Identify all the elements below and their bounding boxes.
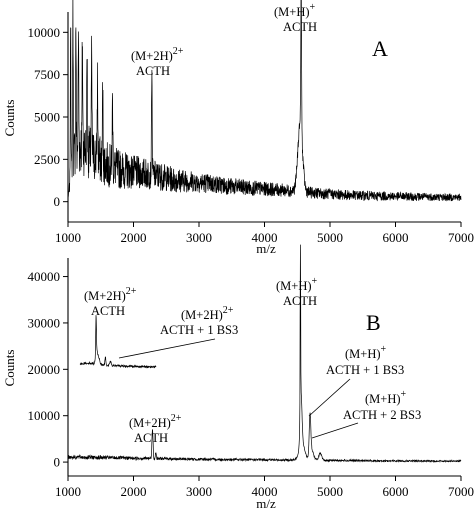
- panel-a: 0 2500 5000 7500 10000 1000 2000 3000 4000 5000 6…: [2, 0, 474, 256]
- svg-text:ACTH + 1 BS3: ACTH + 1 BS3: [160, 323, 238, 337]
- x-tick-label: 1000: [55, 230, 81, 245]
- x-tick-label: 4000: [252, 484, 278, 499]
- y-tick-label: 5000: [34, 110, 60, 125]
- leader-inset-bs3: [118, 338, 216, 359]
- annotation-a-m2h: (M+2H)2+ ACTH: [131, 46, 184, 78]
- annotation-b-mh-bs3: (M+H)+ ACTH + 1 BS3: [326, 344, 404, 377]
- leader-mh-2bs3: [311, 422, 359, 439]
- x-tick-label: 6000: [383, 230, 409, 245]
- panel-a-y-label: Counts: [2, 100, 17, 137]
- x-tick-label: 4000: [252, 230, 278, 245]
- svg-text:ACTH: ACTH: [283, 294, 317, 308]
- panel-b-inset-trace: [79, 315, 157, 369]
- panel-b: 0 10000 20000 30000 40000 1000 2000 3000 4000 50…: [2, 244, 474, 511]
- leader-mh-bs3: [308, 378, 351, 417]
- panel-a-x-label: m/z: [256, 241, 276, 256]
- x-tick-label: 2000: [121, 484, 147, 499]
- svg-text:(M+2H)2+: (M+2H)2+: [131, 46, 184, 63]
- svg-text:ACTH: ACTH: [283, 20, 317, 34]
- x-tick-label: 5000: [317, 230, 343, 245]
- y-tick-label: 10000: [28, 408, 61, 423]
- y-tick-label: 10000: [28, 25, 61, 40]
- annotation-b-inset-m2h: (M+2H)2+ ACTH: [84, 286, 137, 318]
- svg-text:(M+H)+: (M+H)+: [345, 344, 387, 361]
- x-tick-label: 5000: [317, 484, 343, 499]
- y-tick-label: 0: [54, 455, 61, 470]
- svg-text:ACTH: ACTH: [134, 431, 168, 445]
- annotation-b-mh-2bs3: (M+H)+ ACTH + 2 BS3: [343, 389, 421, 422]
- x-tick-label: 1000: [55, 484, 81, 499]
- panel-b-y-ticks: 0 10000 20000 30000 40000: [28, 269, 68, 470]
- panel-b-x-ticks: 1000 2000 3000 4000 5000 6000 7000: [55, 476, 474, 499]
- y-tick-label: 2500: [34, 152, 60, 167]
- panel-a-letter: A: [372, 36, 388, 61]
- svg-text:ACTH + 2 BS3: ACTH + 2 BS3: [343, 408, 421, 422]
- y-tick-label: 40000: [28, 269, 61, 284]
- svg-text:(M+H)+: (M+H)+: [276, 276, 318, 293]
- annotation-b-m2h: (M+2H)2+ ACTH: [129, 413, 182, 445]
- annotation-b-mh: (M+H)+ ACTH: [276, 276, 318, 308]
- y-tick-label: 20000: [28, 362, 61, 377]
- svg-text:ACTH + 1 BS3: ACTH + 1 BS3: [326, 363, 404, 377]
- svg-text:(M+H)+: (M+H)+: [365, 389, 407, 406]
- x-tick-label: 3000: [186, 484, 212, 499]
- panel-b-x-label: m/z: [256, 496, 276, 511]
- panel-a-spectrum-trace: [67, 0, 462, 202]
- panel-b-spectrum-trace: [67, 244, 462, 464]
- annotation-a-mh: (M+H)+ ACTH: [274, 2, 317, 34]
- panel-b-y-label: Counts: [2, 350, 17, 387]
- svg-text:ACTH: ACTH: [91, 304, 125, 318]
- y-tick-label: 30000: [28, 315, 61, 330]
- svg-text:ACTH: ACTH: [136, 64, 170, 78]
- svg-text:(M+2H)2+: (M+2H)2+: [129, 413, 182, 430]
- x-tick-label: 7000: [448, 230, 474, 245]
- x-tick-label: 2000: [121, 230, 147, 245]
- x-tick-label: 6000: [383, 484, 409, 499]
- svg-text:(M+H)+: (M+H)+: [274, 2, 316, 19]
- annotation-b-inset-m2h-bs3: (M+2H)2+ ACTH + 1 BS3: [160, 305, 238, 337]
- x-tick-label: 3000: [186, 230, 212, 245]
- panel-a-y-ticks: 0 2500 5000 7500 10000: [28, 25, 68, 209]
- panel-a-x-ticks: 1000 2000 3000 4000 5000 6000 7000: [55, 222, 474, 245]
- x-tick-label: 7000: [448, 484, 474, 499]
- y-tick-label: 7500: [34, 67, 60, 82]
- y-tick-label: 0: [54, 194, 61, 209]
- panel-b-letter: B: [366, 310, 381, 335]
- svg-text:(M+2H)2+: (M+2H)2+: [84, 286, 137, 303]
- svg-text:(M+2H)2+: (M+2H)2+: [181, 305, 234, 322]
